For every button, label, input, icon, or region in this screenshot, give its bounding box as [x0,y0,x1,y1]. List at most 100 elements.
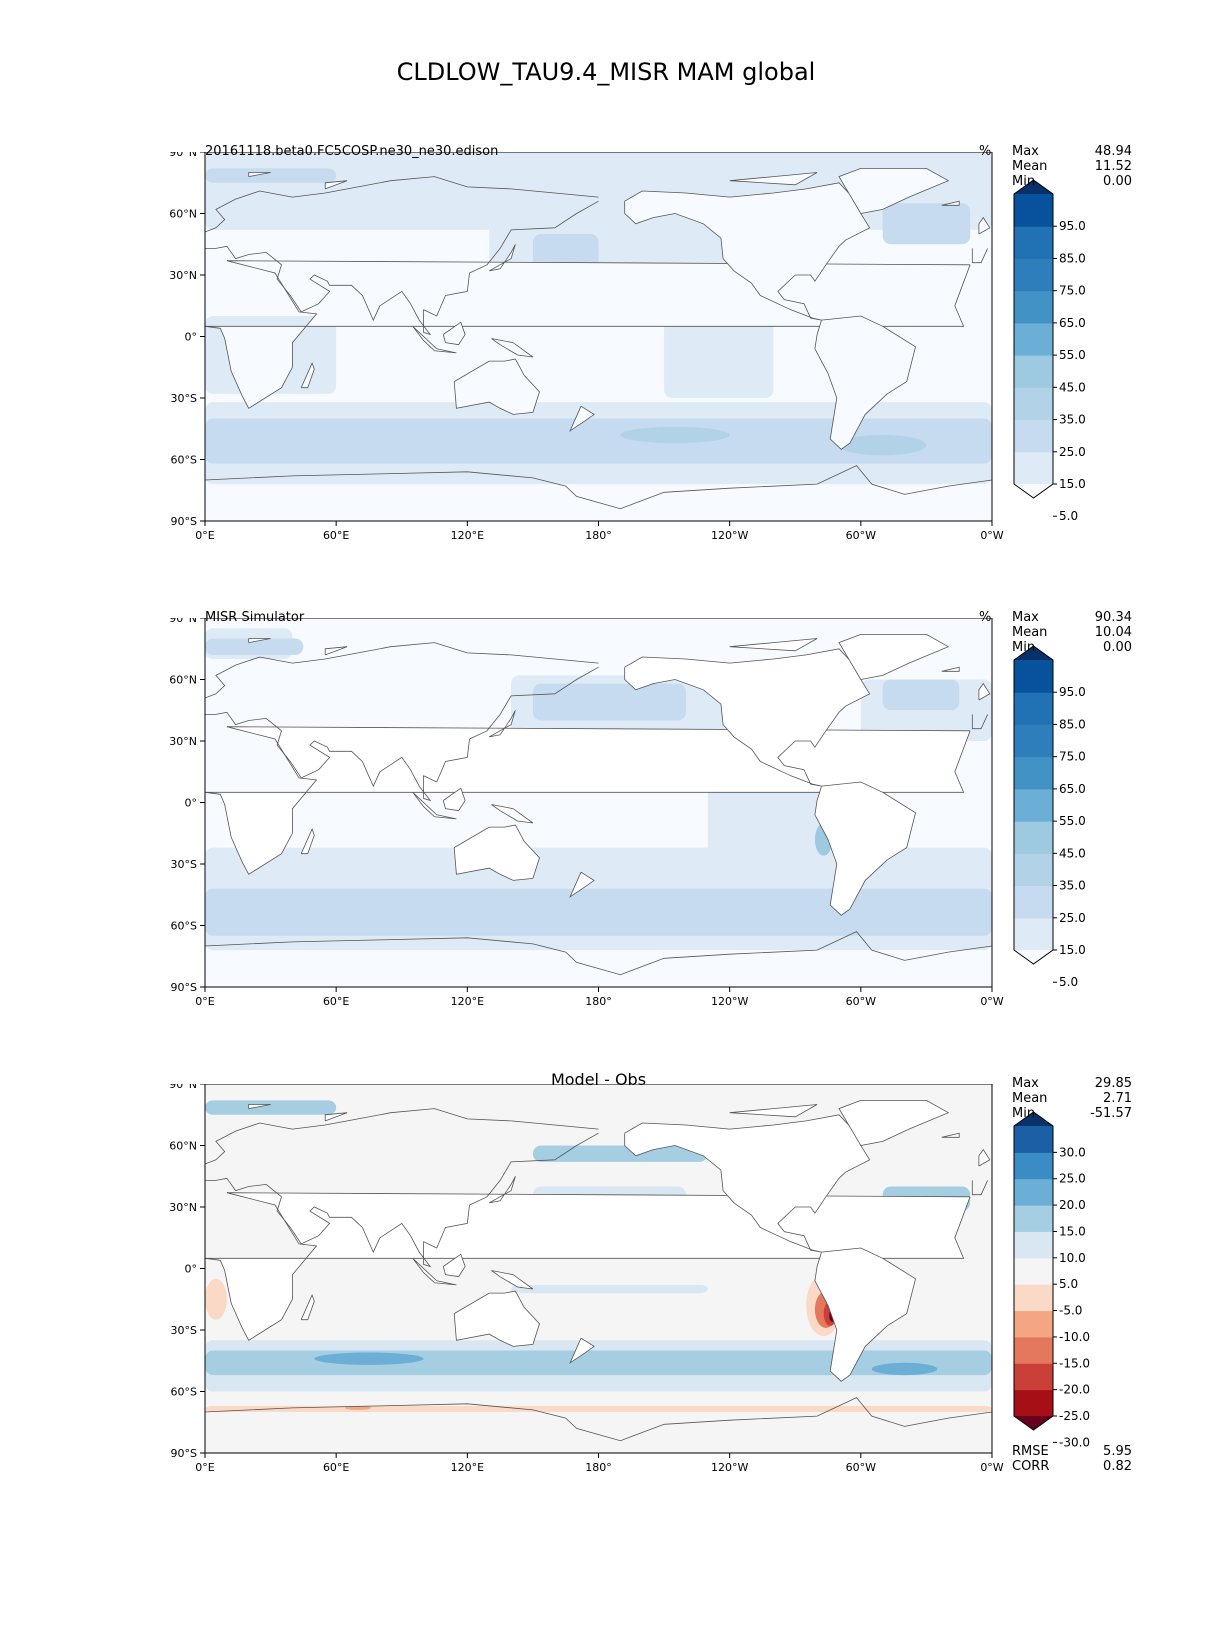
x-tick-label: 60°E [323,529,349,542]
coastline [941,1132,960,1138]
colorbar-segment [1014,917,1053,951]
model-map-panel: 0°E 60°E 120°E 180° 120°W 60°W 0°W 90°N 60°N 30°N… [0,144,1212,592]
colorbar-label: 35.0 [1059,413,1086,427]
colorbar-label: 5.0 [1059,1277,1078,1291]
coastline [489,1176,516,1204]
field-region [205,168,337,183]
colorbar-segment [1014,355,1053,388]
x-tick-label: 120°E [451,529,484,542]
colorbar-label: 10.0 [1059,1251,1086,1265]
coastline [491,338,534,358]
field-region [620,426,730,444]
coastline [205,1397,992,1442]
coastline [205,1132,599,1268]
colorbar-label: 20.0 [1059,1198,1086,1212]
coastline [205,666,599,802]
x-tick-label: 120°W [711,995,748,1008]
x-tick-label: 120°W [711,1461,748,1474]
coastline [971,1180,988,1196]
coastline [412,792,457,820]
colorbar-label: 45.0 [1059,846,1086,860]
colorbar-segment [1014,756,1053,790]
colorbar-label: 25.0 [1059,911,1086,925]
field-region [882,203,971,245]
colorbar-segment [1014,1310,1053,1338]
y-tick-label: 60°S [171,920,197,933]
stat-name-min: Min [1012,174,1036,189]
coastline [569,405,595,432]
colorbar-extend-high [1014,180,1053,194]
coastline [453,824,540,881]
x-tick-label: 180° [585,995,612,1008]
colorbar-label: 5.0 [1059,509,1078,523]
y-tick-label: 30°N [169,735,197,748]
x-tick-label: 60°W [846,529,876,542]
coastline [412,326,457,354]
coastline [489,244,516,272]
x-tick-label: 180° [585,529,612,542]
colorbar-outline [1013,645,1054,965]
colorbar-label: 35.0 [1059,879,1086,893]
coastline [729,1104,818,1118]
x-tick-label: 0°W [980,1461,1003,1474]
colorbar-label: 65.0 [1059,782,1086,796]
coastline [971,714,988,730]
colorbar-segment [1014,724,1053,758]
y-tick-label: 90°N [169,152,197,159]
y-tick-label: 90°S [171,981,197,994]
coastline [729,638,818,652]
x-tick-label: 120°W [711,529,748,542]
colorbar-label: 15.0 [1059,943,1086,957]
field-region [511,1284,708,1294]
colorbar-segment [1014,322,1053,356]
stat-value-min: -51.57 [1090,1106,1132,1121]
coastline [978,216,991,235]
colorbar-label: 95.0 [1059,685,1086,699]
y-tick-label: 30°N [169,1201,197,1214]
coastlines [205,1100,992,1442]
x-tick-label: 180° [585,1461,612,1474]
colorbar-label: 15.0 [1059,477,1086,491]
y-tick-label: 90°N [169,1084,197,1091]
field-region [205,418,992,464]
field-region [205,1405,992,1412]
colorbar-segment [1014,788,1053,822]
colorbar-label: 45.0 [1059,380,1086,394]
colorbar-segment [1014,226,1053,259]
coastline [838,634,950,680]
field-region [838,434,927,456]
colorbar-label: -5.0 [1059,1304,1082,1318]
stat-name-mean: Mean [1012,625,1048,640]
x-tick-label: 0°E [195,529,214,542]
colorbar-label: 75.0 [1059,284,1086,298]
coastline [624,648,871,787]
x-tick-label: 60°E [323,1461,349,1474]
x-tick-label: 0°E [195,1461,214,1474]
colorbar-label: 55.0 [1059,814,1086,828]
colorbar: 30.0 25.0 20.0 15.0 10.0 5.0 -5.0 -10.0 -15.0 -20… [1013,1111,1090,1449]
colorbar-extend-high [1014,1112,1053,1126]
colorbar-segment [1014,194,1053,227]
coastline [324,180,348,190]
field-shading [205,628,992,951]
stat-value-corr: 0.82 [1103,1459,1132,1474]
stat-name-max: Max [1012,144,1039,159]
x-tick-label: 0°E [195,995,214,1008]
field-region [314,1352,424,1365]
coastline [624,1114,871,1253]
unit-label: % [979,144,992,159]
coastline [941,666,960,672]
colorbar-label: 30.0 [1059,1145,1086,1159]
y-tick-label: 90°S [171,515,197,528]
coastline [569,871,595,898]
stat-name-mean: Mean [1012,159,1048,174]
coastlines [205,634,992,976]
field-region [205,1278,227,1320]
colorbar-segment [1014,419,1053,453]
stat-name-max: Max [1012,1076,1039,1091]
colorbar-segment [1014,451,1053,485]
colorbar-segment [1014,1126,1053,1153]
x-tick-label: 60°W [846,1461,876,1474]
field-region [664,316,774,398]
field-region [532,683,686,721]
